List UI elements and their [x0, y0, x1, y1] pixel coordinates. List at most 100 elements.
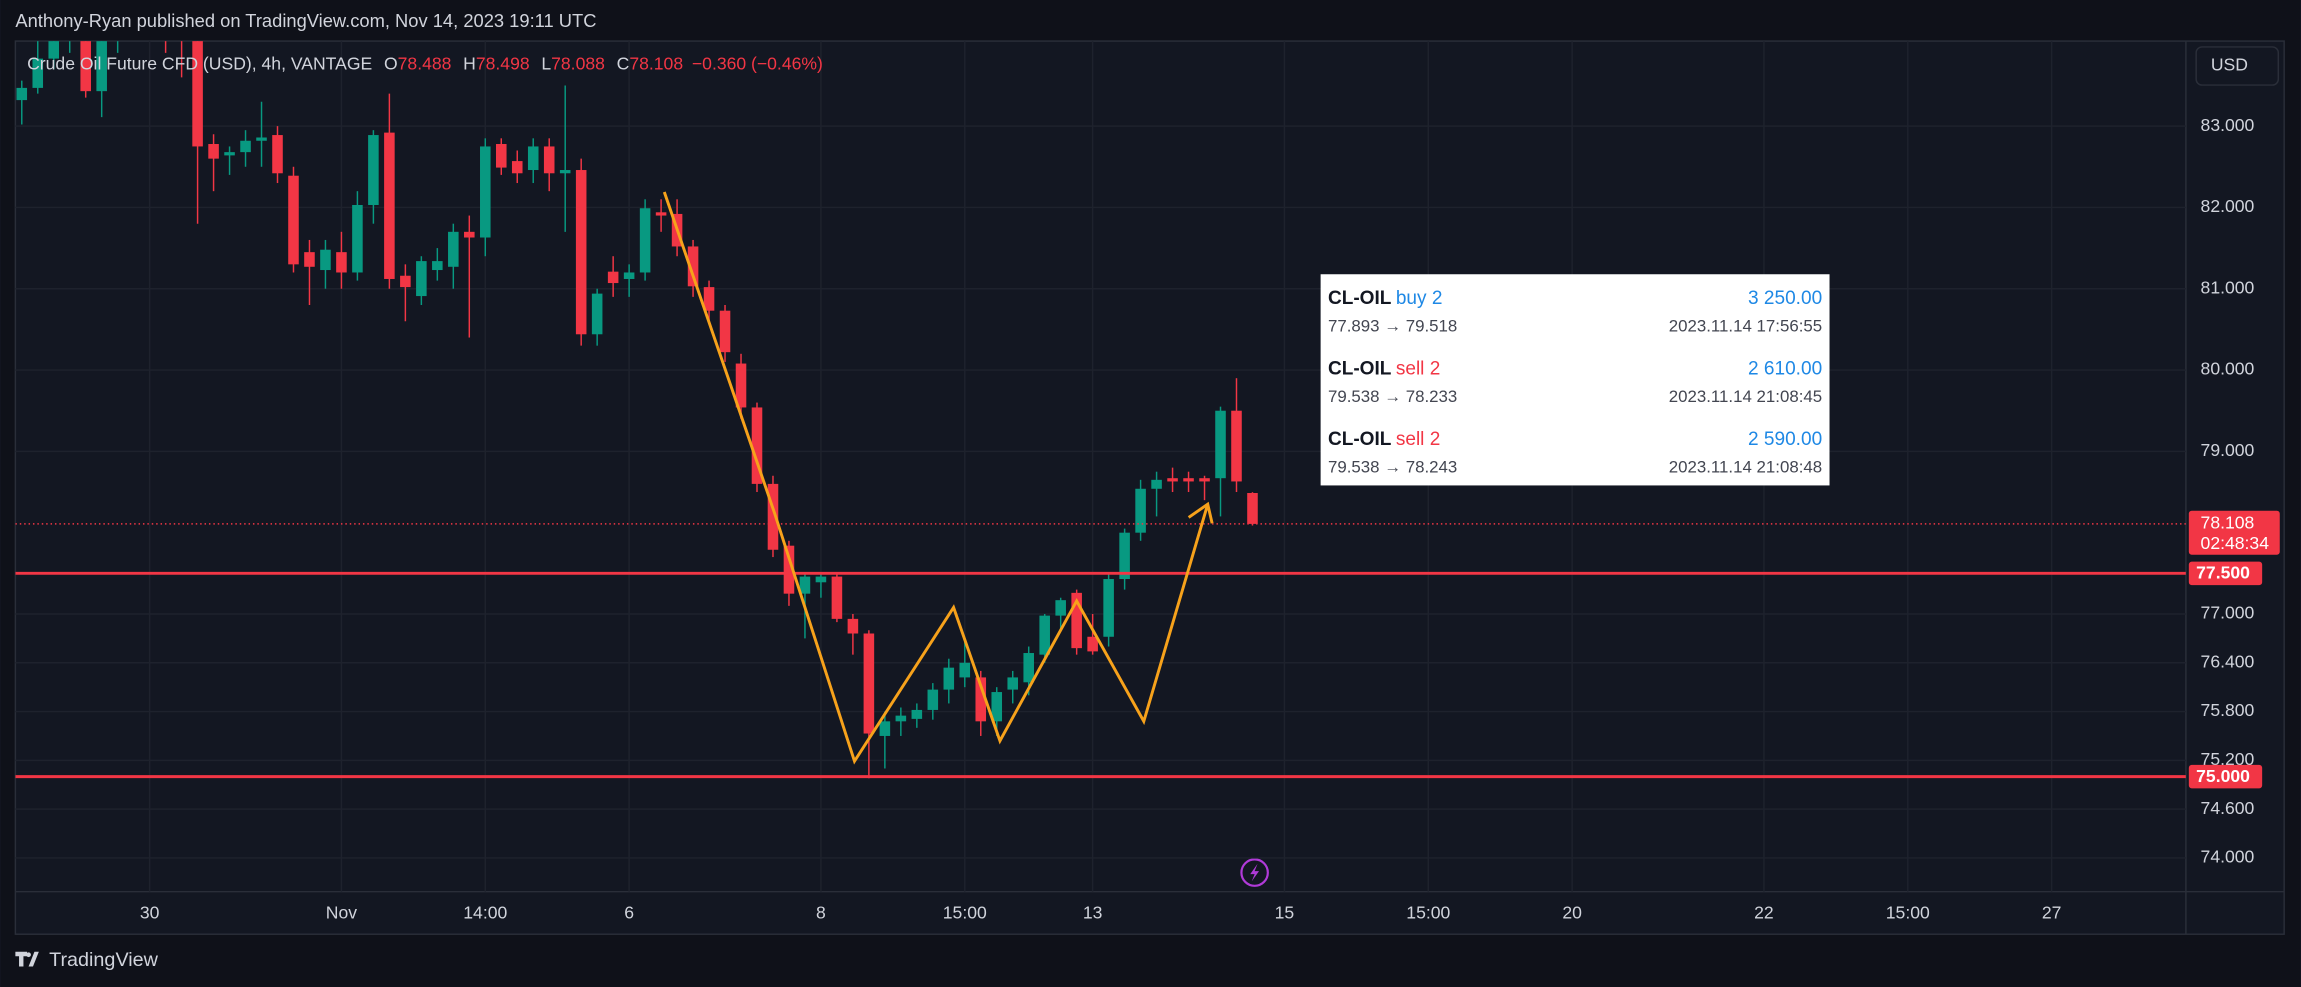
legend-key: O [384, 53, 398, 73]
candle-body [1071, 592, 1082, 649]
trade-amount: 2 590.00 [1748, 429, 1822, 450]
x-tick-label: 8 [816, 902, 826, 922]
candle-body [607, 271, 619, 284]
trade-time: 2023.11.14 21:08:48 [1669, 457, 1822, 476]
level-label: 75.000 [2196, 766, 2250, 786]
candle-body [448, 231, 459, 267]
candle-body [1231, 410, 1242, 482]
candle-body [703, 287, 715, 311]
candle-body [623, 272, 635, 279]
x-tick-label: 27 [2042, 902, 2062, 922]
candle-body [1007, 677, 1019, 690]
trade-amount: 3 250.00 [1748, 288, 1822, 309]
legend-change: −0.360 (−0.46%) [692, 53, 823, 73]
trades-panel [1320, 274, 1830, 486]
legend-value: 78.498 [476, 53, 530, 73]
y-tick-label: 79.000 [2201, 440, 2255, 460]
candle-body [432, 261, 443, 271]
trade-symbol: CL-OIL [1328, 288, 1392, 309]
brand-icon-dot [26, 952, 31, 958]
x-tick-label: 22 [1754, 902, 1774, 922]
legend: Crude Oil Future CFD (USD), 4h, VANTAGE O… [27, 53, 823, 73]
countdown-label: 02:48:34 [2201, 533, 2270, 553]
candle-body [48, 41, 60, 59]
brand-icon [15, 951, 39, 967]
candle-body [208, 144, 219, 159]
candle-body [368, 135, 379, 205]
candle-body [847, 618, 859, 634]
candle-body [527, 146, 539, 171]
trade-side: buy 2 [1396, 288, 1443, 309]
candle-body [687, 246, 699, 287]
candle-body [272, 135, 283, 174]
candle-body [1135, 488, 1146, 533]
axes: 74.000 74.600 75.200 75.800 76.400 77.000 79.0… [140, 115, 2280, 922]
legend-value: 78.488 [398, 53, 452, 73]
y-tick-label: 74.600 [2201, 798, 2255, 818]
candle-body [1119, 532, 1130, 580]
candle-body [991, 692, 1003, 722]
trade-route: 79.538 → 78.243 [1328, 457, 1457, 476]
candle-body [815, 576, 827, 583]
candle-body [751, 407, 763, 484]
x-tick-label: 15:00 [1406, 902, 1450, 922]
trade-amount: 2 610.00 [1748, 359, 1822, 380]
trade-side: sell 2 [1396, 359, 1440, 380]
y-tick-label: 74.000 [2201, 847, 2255, 867]
publisher-line: Anthony-Ryan published on TradingView.co… [15, 10, 596, 31]
lightning-icon[interactable] [1240, 858, 1269, 887]
candle-body [480, 146, 491, 238]
lightning-circle[interactable] [1240, 858, 1269, 887]
candle-body [591, 293, 603, 335]
candle-body [911, 709, 923, 719]
legend-key: C [617, 53, 630, 73]
brand-name: TradingView [49, 949, 159, 971]
trade-title: CL-OIL sell 2 [1328, 359, 1440, 380]
trade-symbol: CL-OIL [1328, 359, 1392, 380]
candle-body [80, 41, 91, 92]
candle-body [1199, 478, 1210, 482]
candle-body [464, 231, 475, 238]
candle-body [1151, 479, 1162, 489]
x-tick-label: 14:00 [463, 902, 507, 922]
candle-body [32, 58, 44, 88]
candle-body [559, 170, 571, 174]
trade-symbol: CL-OIL [1328, 429, 1392, 450]
zigzag-arrowhead [1187, 501, 1214, 524]
candle-body [975, 677, 987, 722]
candle-body [256, 137, 267, 141]
level-label: 77.500 [2196, 563, 2250, 583]
candle-body [336, 252, 347, 273]
candle-body [96, 41, 107, 92]
candle-body [1023, 653, 1034, 683]
grid [15, 41, 2186, 892]
currency-button[interactable] [2195, 46, 2280, 86]
candle-body [304, 252, 315, 267]
candle-body [384, 132, 395, 279]
candle-body [511, 161, 523, 174]
brand-logo: TradingView [15, 949, 159, 971]
y-tick-label: 75.200 [2201, 749, 2255, 769]
candle-body [959, 662, 971, 678]
candle-body [1183, 478, 1194, 482]
candle-body [1087, 636, 1098, 652]
candle-body [1055, 600, 1066, 616]
last-price-box [2188, 510, 2280, 555]
lightning-bolt[interactable] [1250, 863, 1260, 882]
trade-title: CL-OIL sell 2 [1328, 429, 1440, 450]
candle-body [288, 175, 299, 265]
currency-label[interactable]: USD [2211, 55, 2248, 75]
candle-body [735, 363, 747, 408]
x-tick-label: 20 [1562, 902, 1582, 922]
x-tick-label: Nov [326, 902, 357, 922]
candle-body [416, 261, 427, 297]
candle-body [1215, 410, 1226, 479]
candle-body [1247, 492, 1258, 524]
x-tick-label: 6 [624, 902, 634, 922]
trade-route: 79.538 → 78.233 [1328, 387, 1457, 406]
candle-body [831, 576, 843, 619]
plot [15, 41, 2186, 779]
level-label-box [2188, 561, 2263, 586]
